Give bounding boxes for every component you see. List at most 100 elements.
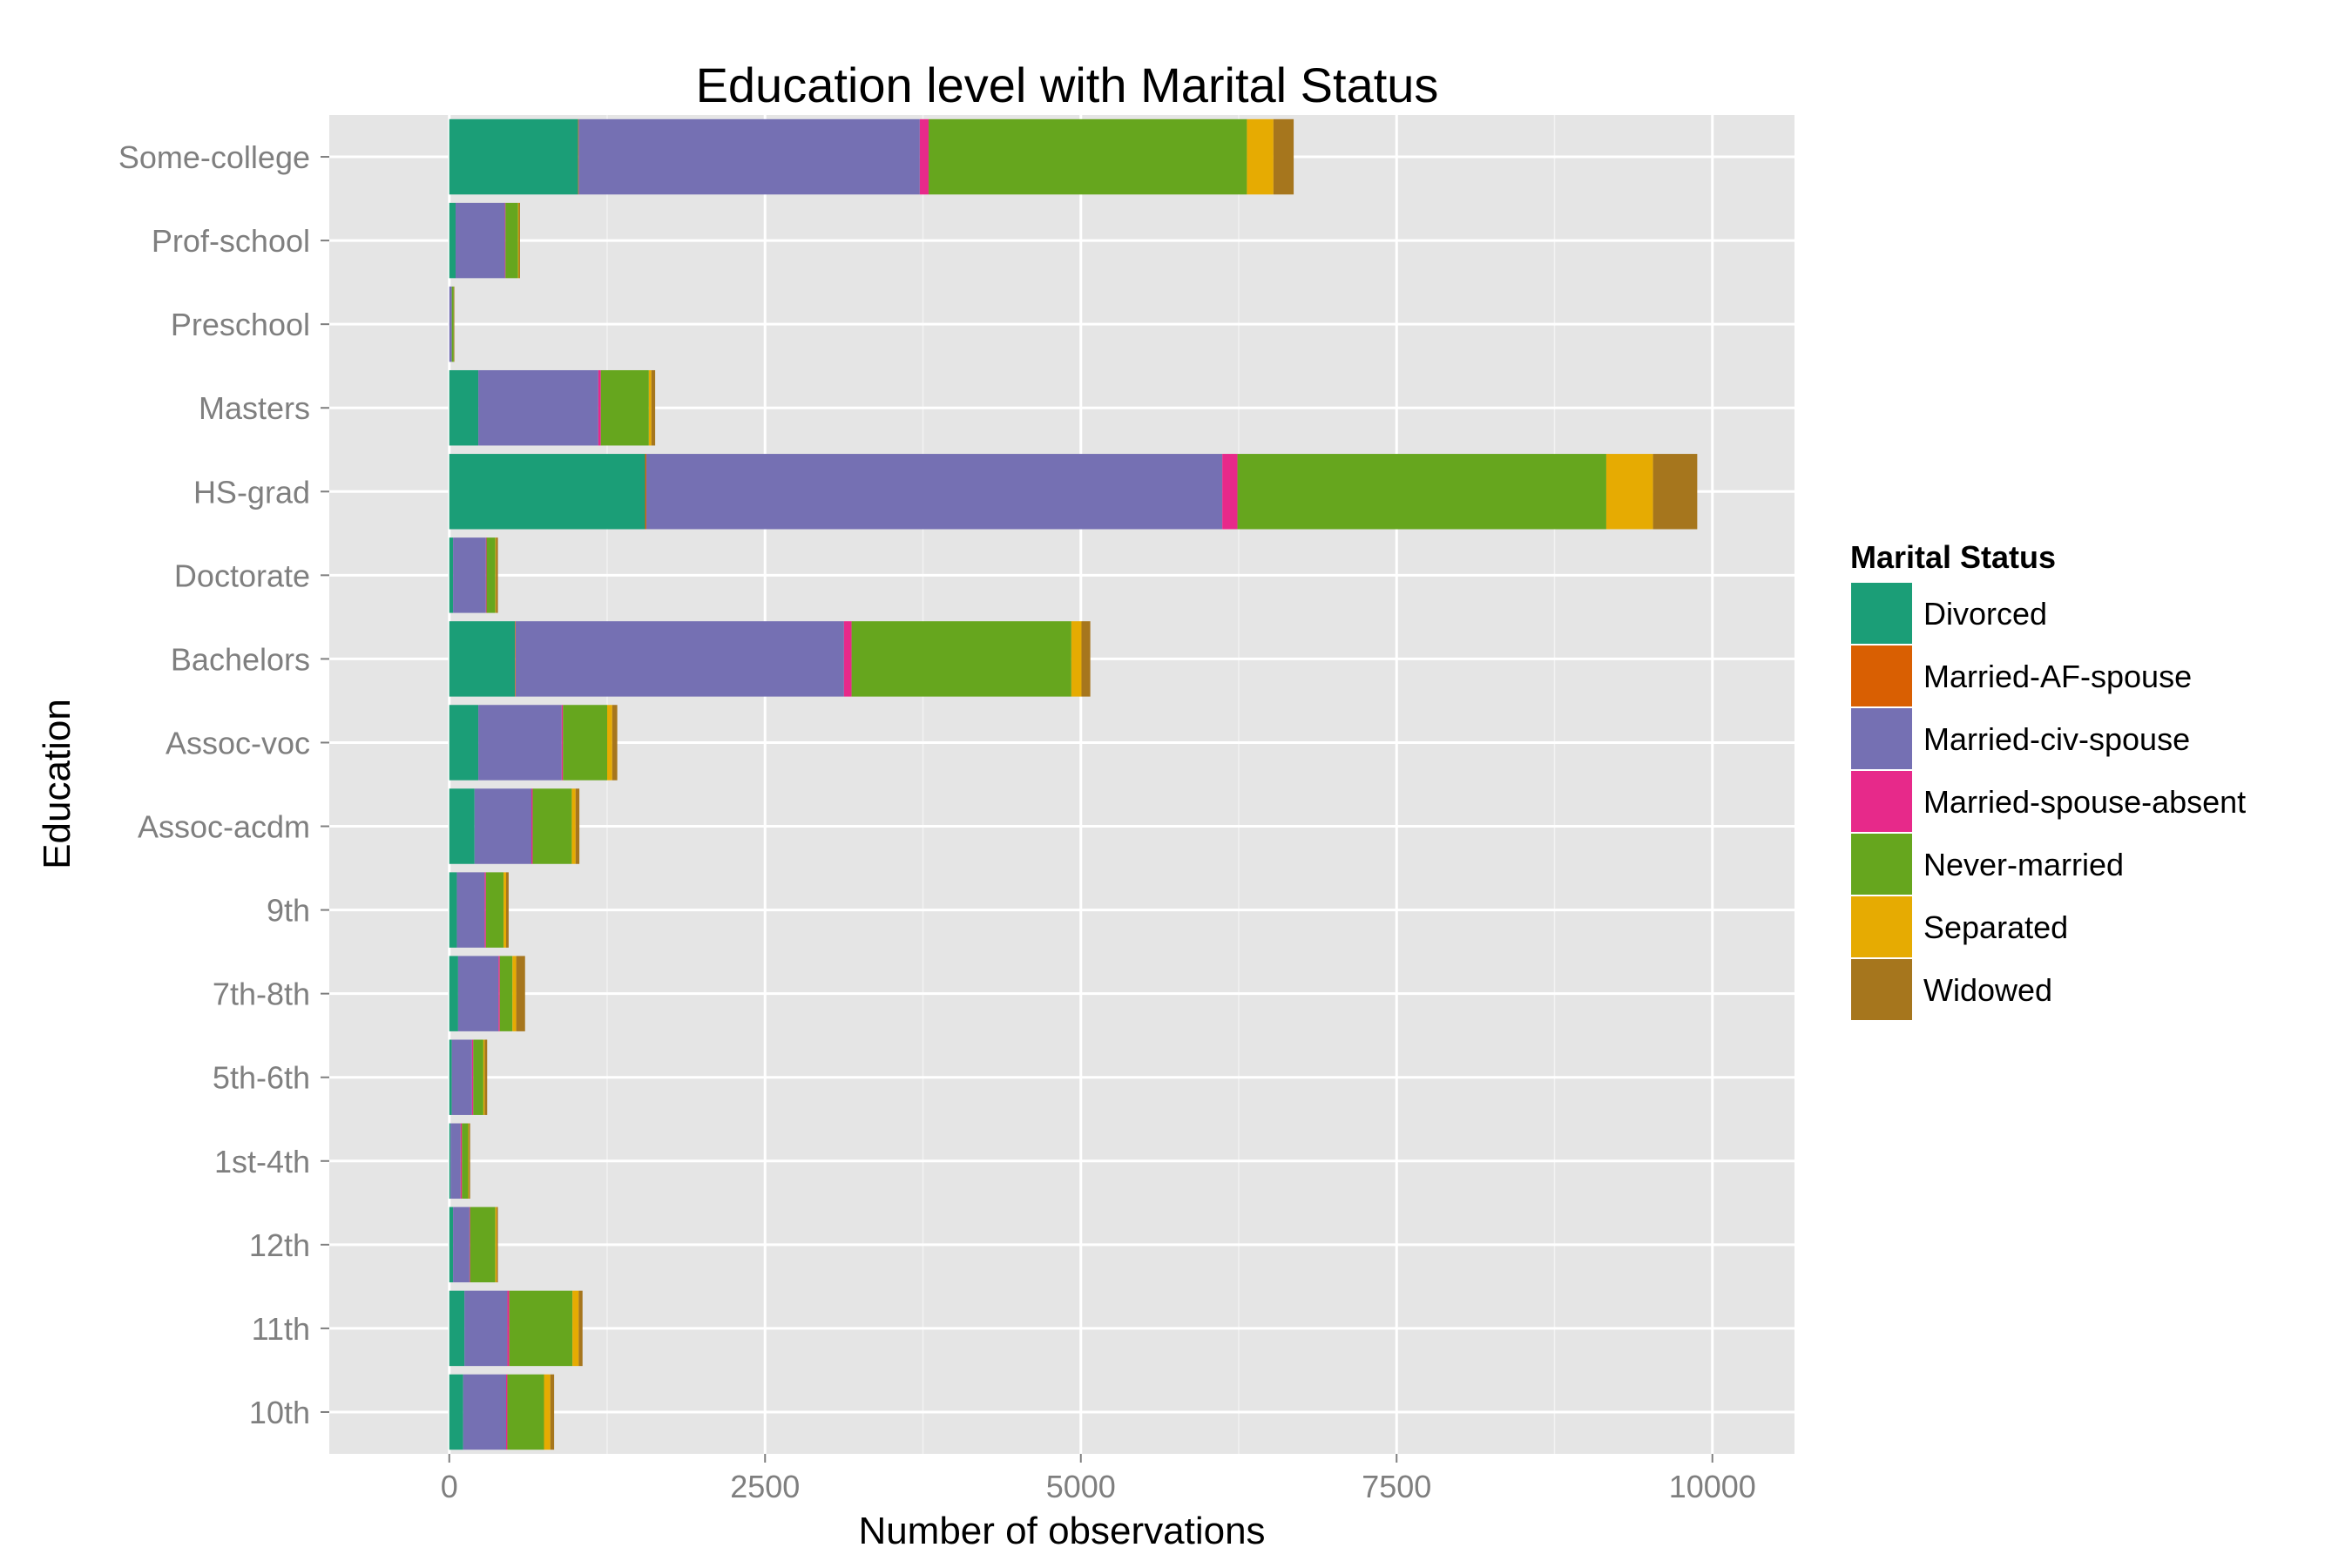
bar-segment bbox=[563, 705, 607, 781]
bar-segment bbox=[1237, 454, 1606, 530]
bar-segment bbox=[532, 788, 572, 864]
legend-label: Never-married bbox=[1923, 847, 2124, 882]
y-tick-label: HS-grad bbox=[193, 474, 310, 510]
legend-label: Married-spouse-absent bbox=[1923, 784, 2246, 820]
legend-title: Marital Status bbox=[1850, 539, 2056, 575]
legend-label: Married-AF-spouse bbox=[1923, 659, 2192, 694]
y-tick-label: Prof-school bbox=[152, 223, 310, 259]
x-tick-label: 7500 bbox=[1362, 1469, 1431, 1504]
bar-segment bbox=[449, 788, 475, 864]
x-tick-label: 5000 bbox=[1046, 1469, 1116, 1504]
bar-segment bbox=[544, 1374, 551, 1450]
x-tick-label: 0 bbox=[441, 1469, 458, 1504]
bar-segment bbox=[484, 872, 486, 948]
y-axis-title: Education bbox=[36, 699, 78, 869]
bar-segment bbox=[449, 369, 479, 446]
bar-segment bbox=[504, 872, 506, 948]
bar-segment bbox=[598, 369, 601, 446]
legend-key bbox=[1849, 644, 1914, 708]
bar-segment bbox=[1247, 118, 1274, 195]
bar-segment bbox=[572, 1290, 579, 1367]
bar-segment bbox=[449, 1290, 465, 1367]
bar-segment bbox=[469, 1123, 470, 1200]
y-tick-label: Doctorate bbox=[174, 558, 310, 593]
bar-segment bbox=[648, 369, 652, 446]
bar-segment bbox=[504, 202, 506, 279]
y-axis: Some-college Prof-school Preschool Masters H… bbox=[118, 139, 329, 1430]
bar-segment bbox=[507, 1290, 510, 1367]
bar-segment bbox=[473, 1039, 483, 1115]
bar-segment bbox=[485, 872, 504, 948]
bar-segment bbox=[612, 705, 618, 781]
bar-segment bbox=[515, 621, 844, 697]
bar-segment bbox=[507, 1374, 544, 1450]
bar-segment bbox=[456, 872, 485, 948]
x-axis: 0 2500 5000 7500 10000 bbox=[441, 1454, 1756, 1504]
bar-segment bbox=[651, 369, 656, 446]
bar-segment bbox=[851, 621, 1071, 697]
bar-segment bbox=[578, 1290, 583, 1367]
bar-segment bbox=[462, 1123, 469, 1200]
bar-segment bbox=[474, 788, 531, 864]
bar-segment bbox=[498, 956, 500, 1031]
bar-segment bbox=[1605, 454, 1653, 530]
bar-segment bbox=[578, 118, 579, 195]
bar-segment bbox=[451, 286, 454, 362]
bar-segment bbox=[645, 454, 1223, 530]
bar-segment bbox=[1222, 454, 1238, 530]
bar-segment bbox=[561, 705, 564, 781]
bar-segment bbox=[495, 537, 497, 613]
y-tick-label: Masters bbox=[199, 390, 310, 426]
bar-segment bbox=[453, 1206, 470, 1283]
bar-segment bbox=[484, 1039, 488, 1115]
bar-segment bbox=[449, 705, 479, 781]
legend-key bbox=[1849, 581, 1914, 645]
y-tick-label: Some-college bbox=[118, 139, 310, 175]
bar-segment bbox=[506, 872, 509, 948]
y-tick-label: 9th bbox=[267, 893, 310, 929]
bar-segment bbox=[483, 1039, 485, 1115]
bar-segment bbox=[449, 454, 645, 530]
bar-segment bbox=[550, 1374, 555, 1450]
bar-segment bbox=[449, 1039, 452, 1115]
legend-key bbox=[1849, 895, 1914, 959]
y-tick-label: 12th bbox=[249, 1227, 310, 1263]
bar-segment bbox=[516, 956, 525, 1031]
bar-segment bbox=[449, 956, 458, 1031]
y-tick-label: Preschool bbox=[171, 307, 310, 342]
bar-segment bbox=[509, 1290, 573, 1367]
bar-segment bbox=[919, 118, 929, 195]
bar-segment bbox=[453, 286, 455, 362]
bar-segment bbox=[512, 956, 517, 1031]
bar-segment bbox=[449, 118, 578, 195]
bar-segment bbox=[571, 788, 576, 864]
plot-panel bbox=[329, 115, 1794, 1454]
x-axis-title: Number of observations bbox=[858, 1510, 1265, 1552]
legend-key bbox=[1849, 706, 1914, 771]
legend-key bbox=[1849, 832, 1914, 896]
y-tick-label: Assoc-voc bbox=[166, 725, 310, 760]
bar-segment bbox=[496, 537, 498, 613]
legend-key bbox=[1849, 769, 1914, 834]
bar-segment bbox=[449, 621, 516, 697]
bar-segment bbox=[449, 1123, 451, 1200]
bar-segment bbox=[843, 621, 852, 697]
bar-segment bbox=[451, 1039, 472, 1115]
bar-segment bbox=[575, 788, 580, 864]
bar-segment bbox=[457, 956, 499, 1031]
bar-segment bbox=[1273, 118, 1294, 195]
bars bbox=[449, 118, 1698, 1450]
y-tick-label: 5th-6th bbox=[213, 1060, 310, 1096]
bar-segment bbox=[463, 1374, 506, 1450]
bar-segment bbox=[464, 1290, 508, 1367]
legend: Marital Status Divorced Married-AF-spouse… bbox=[1849, 539, 2246, 1022]
bar-segment bbox=[1081, 621, 1091, 697]
legend-label: Widowed bbox=[1923, 972, 2052, 1008]
bar-segment bbox=[478, 369, 598, 446]
bar-segment bbox=[485, 537, 487, 613]
bar-segment bbox=[460, 1123, 463, 1200]
x-tick-label: 2500 bbox=[730, 1469, 800, 1504]
bar-segment bbox=[471, 1039, 474, 1115]
bar-segment bbox=[600, 369, 649, 446]
